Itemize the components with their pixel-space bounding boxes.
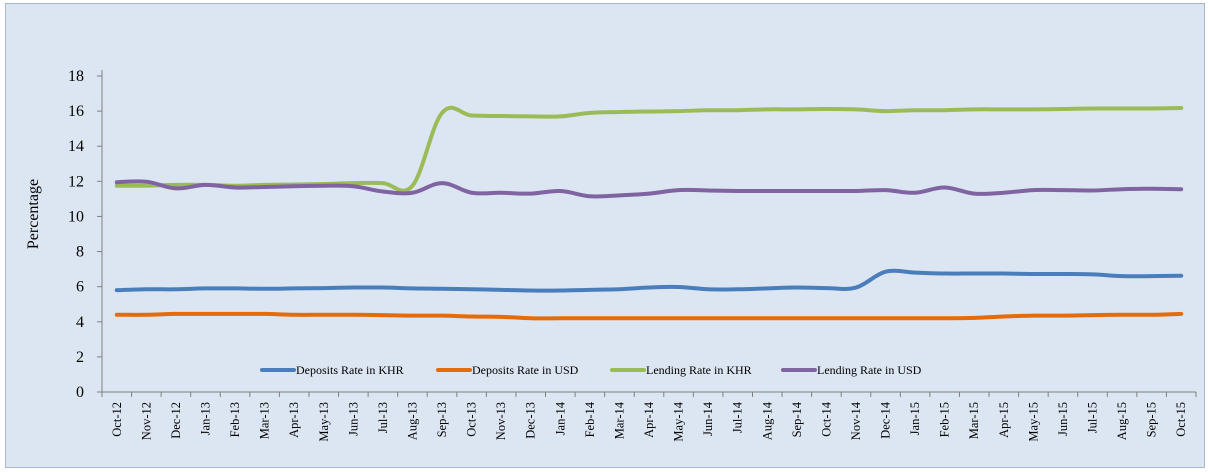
x-tick-label: Mar-13 xyxy=(258,402,272,439)
y-tick-label: 0 xyxy=(76,384,84,401)
x-ticks: Oct-12 Nov-12 Dec-12 Jan-13 Feb-13 Mar-13 Apr-… xyxy=(101,392,1197,442)
x-tick-label: Mar-15 xyxy=(967,402,981,439)
y-tick-label: 16 xyxy=(68,103,84,120)
x-tick-label: Dec-14 xyxy=(879,401,893,439)
series-line-3 xyxy=(114,105,1184,193)
y-ticks: 0 2 4 6 8 10 12 14 16 18 xyxy=(68,68,102,401)
series-line-1 xyxy=(114,268,1184,293)
x-tick-label: Aug-14 xyxy=(760,401,774,440)
y-axis-label-group: Percentage xyxy=(25,179,42,249)
x-tick-label: Jan-15 xyxy=(908,402,922,435)
legend-label-2: Deposits Rate in USD xyxy=(472,363,579,377)
x-tick-label: Apr-15 xyxy=(997,402,1011,438)
x-tick-label: Jul-13 xyxy=(376,402,390,433)
x-tick-label: Jan-14 xyxy=(553,401,567,435)
series-lines xyxy=(114,105,1184,321)
x-tick-label: Dec-13 xyxy=(524,402,538,439)
x-tick-label: Oct-12 xyxy=(110,402,124,437)
y-tick-label: 12 xyxy=(68,173,84,190)
x-tick-label: Apr-13 xyxy=(287,402,301,438)
legend-label-4: Lending Rate in USD xyxy=(817,363,922,377)
x-tick-label: Jan-13 xyxy=(198,402,212,435)
y-tick-label: 8 xyxy=(76,244,84,261)
x-tick-label: Mar-14 xyxy=(612,401,626,439)
x-tick-label: Nov-13 xyxy=(494,402,508,440)
y-tick-label: 14 xyxy=(68,138,84,155)
x-tick-label: Jun-14 xyxy=(701,401,715,436)
y-tick-label: 4 xyxy=(76,314,84,331)
x-tick-label: Jun-13 xyxy=(346,402,360,436)
x-tick-label: Feb-15 xyxy=(938,402,952,437)
x-tick-label: Apr-14 xyxy=(642,401,656,438)
x-tick-label: Sep-15 xyxy=(1145,402,1159,437)
x-tick-label: Oct-14 xyxy=(819,401,833,436)
y-tick-label: 18 xyxy=(68,68,84,85)
x-tick-label: Jun-15 xyxy=(1056,402,1070,436)
x-tick-label: May-13 xyxy=(317,402,331,442)
y-axis-label: Percentage xyxy=(25,179,42,249)
legend: Deposits Rate in KHR Deposits Rate in USD… xyxy=(260,363,922,377)
x-tick-label: Sep-14 xyxy=(790,401,804,437)
x-tick-label: Nov-12 xyxy=(139,402,153,440)
x-tick-label: Dec-12 xyxy=(169,402,183,439)
series-line-4 xyxy=(114,179,1184,199)
x-tick-label: Jul-15 xyxy=(1086,402,1100,433)
y-tick-label: 10 xyxy=(68,208,84,225)
x-tick-label: May-15 xyxy=(1026,402,1040,442)
y-tick-label: 6 xyxy=(76,279,84,296)
x-tick-label: May-14 xyxy=(672,401,686,441)
x-tick-label: Aug-15 xyxy=(1115,402,1129,440)
x-tick-label: Nov-14 xyxy=(849,401,863,440)
x-tick-label: Sep-13 xyxy=(435,402,449,437)
x-tick-label: Aug-13 xyxy=(405,402,419,440)
legend-label-1: Deposits Rate in KHR xyxy=(296,363,404,377)
x-tick-label: Jul-14 xyxy=(731,401,745,433)
y-tick-label: 2 xyxy=(76,349,84,366)
x-tick-label: Oct-15 xyxy=(1174,402,1188,437)
legend-label-3: Lending Rate in KHR xyxy=(646,363,752,377)
x-tick-label: Feb-14 xyxy=(583,401,597,437)
axes xyxy=(101,70,1196,393)
chart-frame xyxy=(5,3,1205,468)
x-tick-label: Oct-13 xyxy=(465,402,479,437)
x-tick-label: Feb-13 xyxy=(228,402,242,437)
series-line-2 xyxy=(114,311,1184,321)
